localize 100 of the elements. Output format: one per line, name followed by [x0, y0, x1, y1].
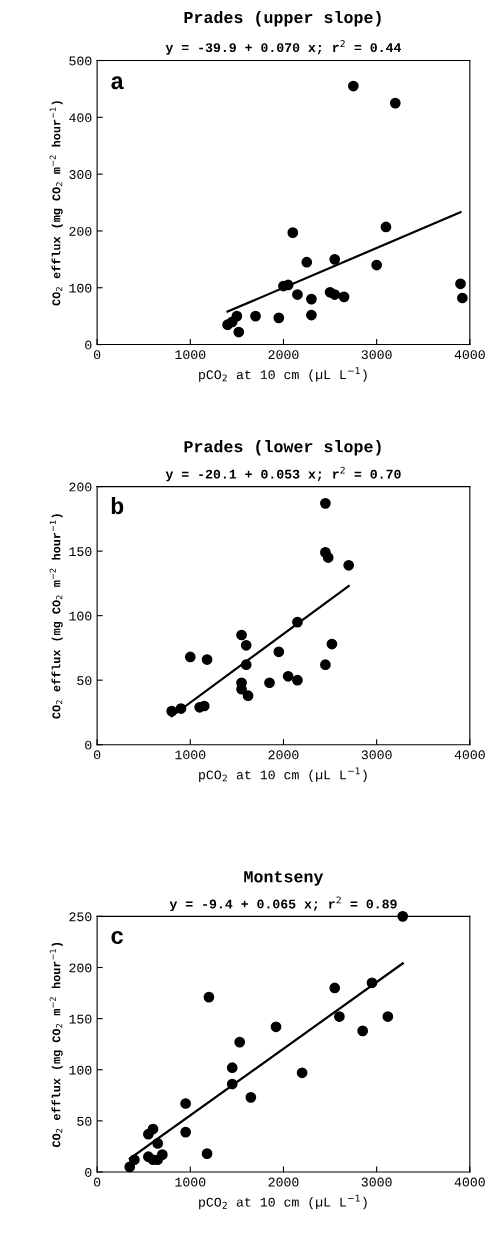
point	[389, 97, 401, 109]
y-tick-label: 300	[69, 170, 92, 180]
chart-title: Prades (upper slope)	[184, 10, 381, 27]
point	[322, 552, 334, 563]
point	[287, 227, 299, 239]
y-tick-label: 200	[69, 482, 92, 492]
x-tick-label: 3000	[361, 350, 392, 360]
point	[296, 1067, 308, 1079]
x-tick-label: 3000	[361, 750, 392, 760]
point	[366, 977, 378, 989]
y-tick-label: 0	[85, 340, 92, 350]
y-tick-label: 150	[69, 1014, 92, 1024]
x-tick-label: 0	[93, 750, 101, 760]
point	[240, 639, 252, 651]
x-axis-title: pCO$_{2}$ at 10 cm (µL L$^{−1}$)	[199, 1194, 367, 1210]
point	[236, 629, 247, 641]
point	[329, 289, 341, 300]
point	[264, 677, 275, 689]
x-tick-label: 1000	[175, 350, 206, 360]
point	[180, 1126, 191, 1138]
chart-title: Prades (lower slope)	[184, 440, 381, 456]
point	[152, 1138, 164, 1149]
point	[329, 982, 341, 994]
y-tick-label: 200	[69, 226, 92, 236]
point	[329, 253, 341, 265]
point	[338, 291, 350, 303]
point	[250, 310, 261, 322]
point	[320, 498, 331, 509]
x-tick-label: 3000	[361, 1177, 392, 1187]
text: CO$_{2}$ efflux (mg CO$_{2}$ m$^{−2}$ hour$^{−1}$)	[49, 514, 63, 719]
point	[306, 293, 317, 305]
point	[201, 1148, 213, 1159]
point	[184, 651, 196, 663]
point	[380, 221, 392, 233]
point	[273, 312, 285, 324]
annotation: a	[111, 76, 124, 90]
point	[226, 1078, 238, 1090]
annotation: c	[111, 931, 123, 944]
x-tick-label: 2000	[268, 1177, 299, 1187]
point	[292, 289, 303, 300]
text: CO$_{2}$ efflux (mg CO$_{2}$ m$^{−2}$ hour$^{−1}$)	[49, 942, 63, 1148]
point	[233, 326, 245, 338]
point	[357, 1025, 369, 1037]
y-tick-label: 50	[77, 676, 92, 686]
point	[273, 646, 285, 658]
point	[326, 638, 338, 650]
point	[129, 1154, 140, 1166]
point	[292, 674, 303, 686]
point	[203, 991, 215, 1003]
point	[457, 292, 468, 304]
point	[201, 654, 213, 665]
point	[282, 670, 294, 682]
x-tick-label: 4000	[454, 350, 485, 360]
point	[175, 703, 187, 714]
point	[180, 1098, 191, 1109]
x-tick-label: 4000	[454, 750, 485, 760]
point	[226, 1062, 238, 1074]
y-tick-label: 250	[69, 912, 92, 922]
x-tick-label: 1000	[175, 750, 206, 760]
y-tick-label: 100	[69, 611, 92, 621]
x-tick-label: 0	[93, 350, 101, 360]
point	[240, 659, 252, 671]
x-tick-label: 0	[93, 1177, 101, 1187]
y-tick-label: 400	[69, 113, 92, 123]
point	[334, 1011, 345, 1022]
x-tick-label: 2000	[268, 350, 299, 360]
point	[371, 259, 383, 271]
x-tick-label: 4000	[454, 1177, 485, 1187]
point	[166, 705, 178, 717]
y-tick-label: 150	[69, 547, 92, 557]
text: CO$_{2}$ efflux (mg CO$_{2}$ m$^{−2}$ hour$^{−1}$)	[49, 101, 63, 306]
y-tick-label: 0	[85, 740, 92, 750]
y-tick-label: 100	[69, 1065, 92, 1075]
annotation: b	[111, 496, 124, 515]
x-tick-label: 1000	[175, 1177, 206, 1187]
chart-subtitle: y = -9.4 + 0.065 x; r$^{2}$ = 0.89	[169, 896, 397, 912]
x-tick-label: 2000	[268, 750, 299, 760]
point	[124, 1161, 136, 1173]
x-axis-title: pCO$_{2}$ at 10 cm (µL L$^{−1}$)	[199, 767, 367, 782]
point	[270, 1021, 282, 1033]
point	[382, 1011, 394, 1022]
y-tick-label: 500	[69, 56, 92, 66]
point	[301, 256, 313, 268]
y-tick-label: 200	[69, 963, 92, 973]
point	[292, 616, 303, 628]
point	[343, 559, 355, 571]
y-tick-label: 100	[69, 283, 92, 293]
point	[242, 690, 254, 702]
point	[320, 659, 331, 671]
point	[397, 911, 409, 922]
chart-subtitle: y = -39.9 + 0.070 x; r$^{2}$ = 0.44	[165, 40, 402, 55]
point	[306, 309, 317, 321]
point	[348, 80, 359, 92]
point	[245, 1092, 257, 1103]
y-tick-label: 0	[85, 1167, 92, 1177]
point	[231, 310, 243, 322]
point	[234, 1036, 246, 1048]
point	[156, 1149, 168, 1160]
y-tick-label: 50	[77, 1116, 92, 1126]
x-axis-title: pCO$_{2}$ at 10 cm (µL L$^{−1}$)	[199, 367, 367, 382]
